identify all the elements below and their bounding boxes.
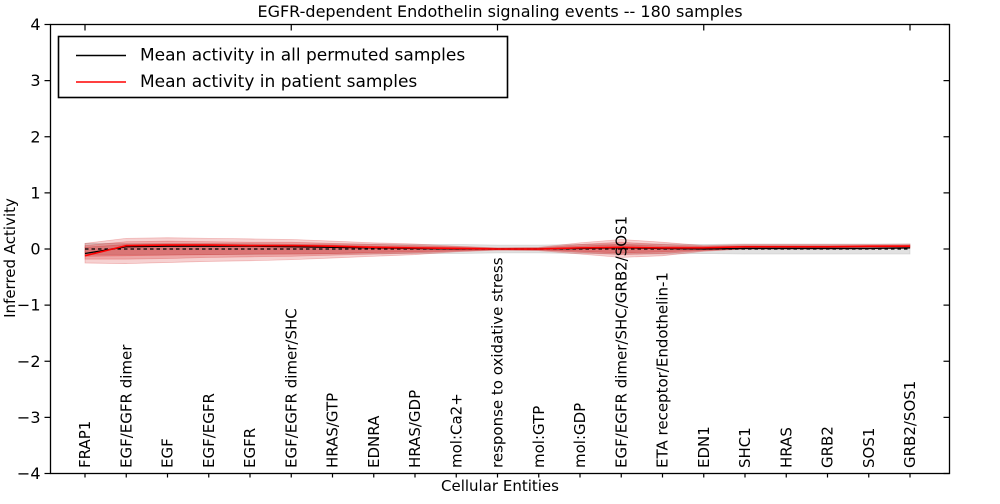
y-tick-label: 1: [30, 183, 40, 202]
x-axis: FRAP1 EGF/EGFR dimer EGF EGF/EGFR EGFR EGF/EG…: [76, 24, 919, 478]
x-tick-label: SHC1: [736, 427, 754, 468]
y-tick-label: −2: [17, 352, 41, 371]
x-tick-label: ETA receptor/Endothelin-1: [654, 272, 672, 468]
Mean activity in patient samples: [84, 244, 910, 257]
y-tick-label: 2: [30, 127, 40, 146]
x-axis-label: Cellular Entities: [441, 477, 559, 495]
x-tick-label: HRAS/GTP: [324, 393, 342, 468]
x-tick-label: HRAS: [777, 427, 795, 468]
x-tick-label: EGF/EGFR dimer/SHC/GRB2/SOS1: [612, 216, 630, 468]
x-tick-label: EGF: [159, 438, 177, 468]
x-tick-label: EGF/EGFR dimer: [117, 344, 135, 468]
y-tick-label: −1: [17, 296, 41, 315]
x-tick-label: EGF/EGFR dimer/SHC: [282, 308, 300, 468]
mean-lines: [84, 244, 911, 257]
x-tick-label: HRAS/GDP: [406, 390, 424, 468]
x-tick-label: FRAP1: [76, 421, 94, 468]
legend-box: [57, 35, 509, 99]
x-tick-label: EDNRA: [365, 415, 383, 468]
legend-label: Mean activity in all permuted samples: [140, 46, 465, 66]
y-tick-label: 0: [30, 240, 40, 259]
y-tick-label: 3: [30, 71, 40, 90]
x-tick-label: response to oxidative stress: [489, 257, 507, 468]
x-tick-label: GRB2/SOS1: [901, 381, 919, 468]
x-tick-label: mol:GTP: [530, 406, 548, 468]
y-tick-label: −4: [17, 464, 41, 483]
y-tick-label: 4: [30, 15, 40, 34]
x-tick-label: mol:GDP: [571, 403, 589, 468]
x-tick-label: mol:Ca2+: [447, 393, 465, 468]
y-axis: 4 3 2 1 0 −1 −2 −3 −4: [17, 15, 950, 483]
y-axis-label: Inferred Activity: [1, 198, 19, 318]
x-tick-label: EGF/EGFR: [200, 393, 218, 468]
x-tick-label: GRB2: [819, 426, 837, 468]
legend: Mean activity in all permuted samples Mea…: [57, 35, 509, 99]
x-tick-label: SOS1: [860, 428, 878, 468]
y-tick-label: −3: [17, 408, 41, 427]
chart-title: EGFR-dependent Endothelin signaling even…: [257, 2, 742, 21]
legend-label: Mean activity in patient samples: [140, 72, 417, 92]
x-tick-label: EGFR: [241, 428, 259, 468]
x-tick-label: EDN1: [695, 426, 713, 468]
